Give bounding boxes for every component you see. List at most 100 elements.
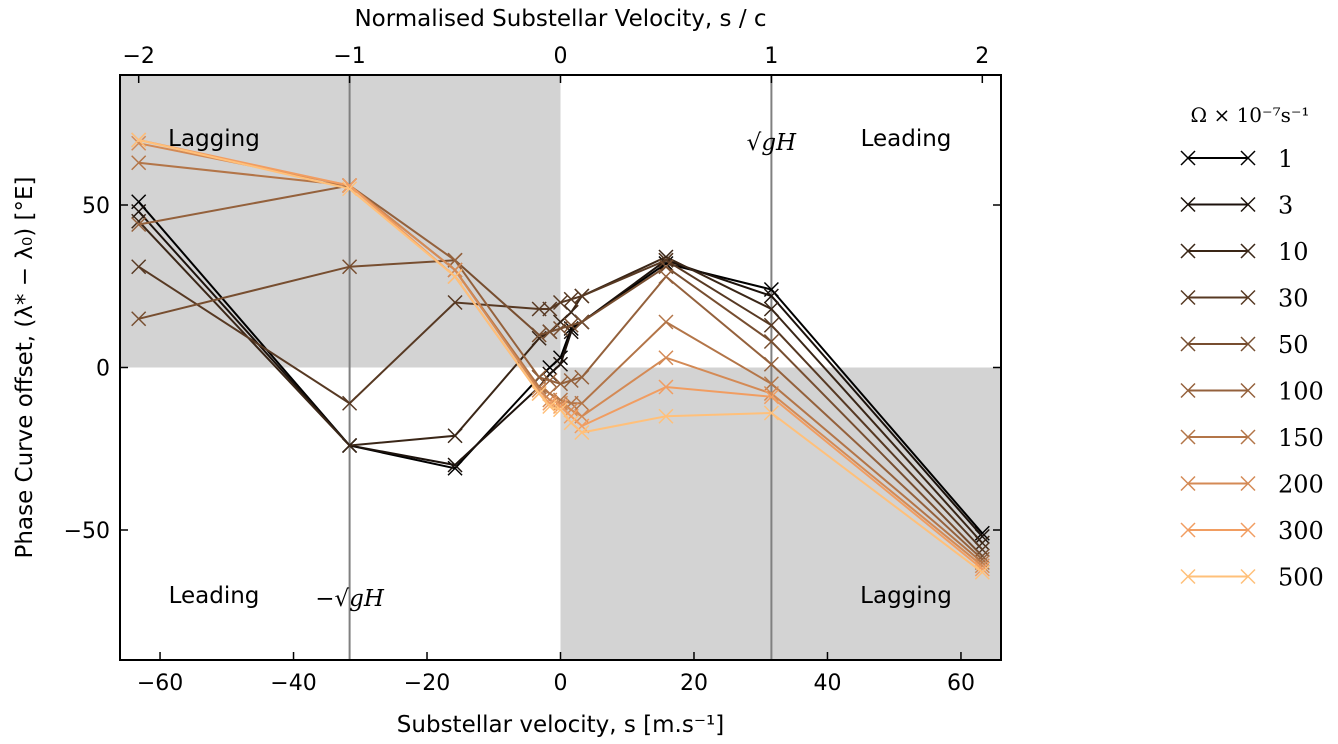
data-point	[447, 428, 463, 444]
data-point	[531, 301, 547, 317]
x-tick-label: 20	[680, 671, 708, 696]
data-point	[574, 288, 590, 304]
legend-label: 100	[1278, 378, 1324, 406]
label-leading-upper: Leading	[861, 126, 952, 152]
legend-label: 30	[1278, 285, 1309, 313]
legend-label: 10	[1278, 238, 1309, 266]
data-point	[658, 408, 674, 424]
data-point	[542, 301, 558, 317]
x-tick-label: 60	[947, 671, 975, 696]
data-point	[342, 395, 358, 411]
label-lagging-upper: Lagging	[168, 126, 260, 152]
axes: −60 −40 −20 0 20 40 60 −50 0 50 −2 −1 0 1 2 Substellar …	[12, 6, 1002, 738]
legend-marker	[1180, 196, 1196, 213]
legend-marker	[1240, 289, 1256, 306]
top-tick-label: 2	[975, 44, 989, 69]
data-point	[574, 424, 590, 441]
data-point	[531, 327, 547, 343]
legend-label: 50	[1278, 331, 1309, 359]
y-tick-label: 0	[96, 357, 110, 382]
x-tick-label: 0	[554, 671, 568, 696]
data-point	[131, 259, 147, 275]
data-point	[563, 372, 579, 389]
legend-entry-150: 150	[1180, 424, 1324, 452]
data-point	[447, 294, 463, 311]
x-tick-label: −60	[137, 671, 183, 696]
legend-entry-200: 200	[1180, 471, 1324, 499]
data-point	[763, 385, 779, 402]
legend-marker	[1240, 382, 1256, 399]
legend-entry-1: 1	[1180, 145, 1293, 173]
data-point	[531, 385, 547, 402]
plot-area: Lagging Leading Leading Lagging √gH −√gH	[120, 75, 1001, 660]
data-point	[658, 379, 674, 395]
legend-entry-100: 100	[1180, 378, 1324, 406]
data-point	[763, 405, 779, 421]
data-point	[542, 324, 558, 340]
data-point	[552, 294, 569, 311]
legend-marker	[1240, 243, 1256, 259]
data-point	[552, 320, 569, 337]
data-point	[763, 317, 779, 333]
legend-marker	[1240, 336, 1256, 352]
legend-label: 500	[1278, 564, 1324, 592]
legend-entry-300: 300	[1180, 517, 1324, 545]
data-point	[974, 561, 990, 577]
data-point	[563, 291, 579, 307]
data-point	[658, 268, 674, 285]
legend-title: Ω × 10⁻⁷s⁻¹	[1191, 103, 1310, 127]
legend-marker	[1240, 568, 1256, 585]
legend-marker	[1240, 429, 1256, 445]
data-point	[574, 395, 590, 411]
label-leading-lower: Leading	[169, 583, 260, 609]
legend-marker	[1180, 568, 1196, 585]
data-point	[574, 314, 590, 330]
data-point	[342, 177, 358, 194]
data-point	[131, 135, 147, 151]
legend-marker	[1240, 196, 1256, 213]
data-point	[658, 314, 674, 330]
legend-marker	[1180, 522, 1196, 538]
label-lagging-lower: Lagging	[860, 583, 952, 609]
shaded-region-0	[120, 75, 561, 368]
top-tick-label: 1	[764, 44, 778, 69]
legend-marker	[1180, 336, 1196, 352]
top-tick-label: −1	[333, 44, 365, 69]
legend: Ω × 10⁻⁷s⁻¹ 1 3 10 30 50 100 150 200 300 500	[1180, 103, 1324, 592]
x-axis-title: Substellar velocity, s [m.s⁻¹]	[397, 712, 724, 738]
legend-marker	[1180, 429, 1196, 445]
data-point	[563, 317, 579, 333]
legend-marker	[1180, 475, 1196, 492]
data-point	[974, 528, 990, 545]
data-point	[658, 350, 674, 366]
data-point	[552, 402, 569, 418]
data-point	[131, 155, 147, 171]
legend-marker	[1240, 475, 1256, 492]
data-point	[974, 564, 990, 580]
top-tick-label: −2	[122, 44, 154, 69]
data-point	[342, 437, 358, 454]
series-30	[131, 252, 990, 558]
legend-marker	[1180, 243, 1196, 259]
shaded-region-1	[560, 367, 1001, 660]
data-point	[342, 259, 358, 275]
label-sqrt-gh: √gH	[747, 130, 797, 156]
legend-entry-10: 10	[1180, 238, 1309, 266]
data-point	[763, 389, 779, 405]
data-point	[763, 333, 779, 350]
legend-entry-30: 30	[1180, 285, 1309, 313]
data-point	[342, 181, 358, 197]
data-point	[447, 268, 463, 285]
x-tick-label: 40	[813, 671, 841, 696]
legend-entry-500: 500	[1180, 564, 1324, 592]
data-point	[131, 132, 147, 148]
top-axis-title: Normalised Substellar Velocity, s / c	[354, 6, 766, 32]
y-axis-title: Phase Curve offset, (λ* − λ₀) [°E]	[12, 177, 38, 559]
series-500	[131, 132, 990, 580]
data-point	[563, 402, 579, 418]
legend-label: 200	[1278, 471, 1324, 499]
data-point	[131, 216, 147, 233]
legend-marker	[1240, 522, 1256, 538]
top-tick-label: 0	[554, 44, 568, 69]
series-group	[131, 132, 990, 580]
